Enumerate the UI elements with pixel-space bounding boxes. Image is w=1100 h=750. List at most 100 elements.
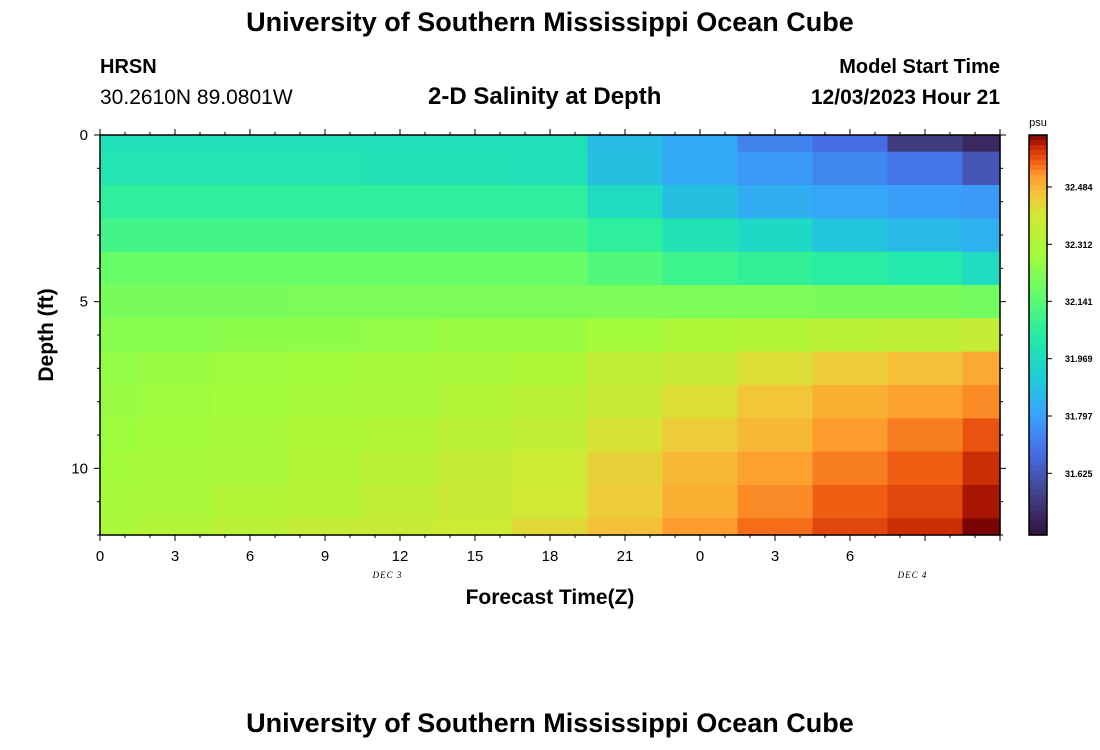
heatmap-cell-r8-c9 bbox=[737, 385, 814, 419]
colorbar-band bbox=[1029, 465, 1047, 471]
heatmap-cell-r10-c10 bbox=[812, 451, 889, 486]
heatmap-cell-r5-c8 bbox=[662, 285, 739, 319]
heatmap-cell-r12-c4 bbox=[362, 518, 439, 536]
colorbar-band bbox=[1029, 180, 1047, 186]
heatmap-cell-r4-c6 bbox=[512, 251, 589, 286]
heatmap-cell-r6-c9 bbox=[737, 318, 814, 353]
heatmap-cell-r9-c7 bbox=[587, 418, 664, 453]
heatmap-cell-r10-c2 bbox=[212, 451, 289, 486]
heatmap-cell-r7-c6 bbox=[512, 351, 589, 386]
heatmap-cell-r11-c1 bbox=[137, 485, 214, 519]
heatmap-cell-r12-c9 bbox=[737, 518, 814, 536]
heatmap-cell-r0-c6 bbox=[512, 135, 589, 153]
heatmap-cell-r1-c7 bbox=[587, 151, 664, 186]
heatmap-cell-r6-c12 bbox=[962, 318, 1001, 353]
heatmap-cell-r3-c8 bbox=[662, 218, 739, 253]
colorbar-band bbox=[1029, 330, 1047, 336]
x-tick-label: 3 bbox=[171, 548, 179, 565]
heatmap-cell-r8-c6 bbox=[512, 385, 589, 419]
heatmap-cell-r0-c3 bbox=[287, 135, 364, 153]
colorbar-band bbox=[1029, 525, 1047, 531]
heatmap-cell-r0-c7 bbox=[587, 135, 664, 153]
heatmap-cell-r5-c9 bbox=[737, 285, 814, 319]
heatmap-cell-r9-c9 bbox=[737, 418, 814, 453]
heatmap-cell-r7-c3 bbox=[287, 351, 364, 386]
heatmap-cell-r6-c0 bbox=[100, 318, 139, 353]
heatmap-cell-r0-c4 bbox=[362, 135, 439, 153]
heatmap-cell-r8-c0 bbox=[100, 385, 139, 419]
colorbar-band bbox=[1029, 285, 1047, 291]
heatmap-cell-r2-c12 bbox=[962, 185, 1001, 219]
heatmap-cell-r0-c11 bbox=[887, 135, 964, 153]
colorbar-band bbox=[1029, 430, 1047, 436]
x-tick-label: 18 bbox=[542, 548, 559, 565]
colorbar-band bbox=[1029, 470, 1047, 476]
colorbar-band bbox=[1029, 390, 1047, 396]
heatmap-cell-r1-c0 bbox=[100, 151, 139, 186]
colorbar-band bbox=[1029, 405, 1047, 411]
heatmap-cell-r7-c4 bbox=[362, 351, 439, 386]
colorbar-band bbox=[1029, 215, 1047, 221]
colorbar-band bbox=[1029, 195, 1047, 201]
heatmap-cell-r4-c2 bbox=[212, 251, 289, 286]
x-tick-label: 0 bbox=[696, 548, 704, 565]
colorbar-band bbox=[1029, 305, 1047, 311]
heatmap-cell-r3-c0 bbox=[100, 218, 139, 253]
heatmap-cell-r2-c8 bbox=[662, 185, 739, 219]
colorbar-band bbox=[1029, 415, 1047, 421]
colorbar-band bbox=[1029, 145, 1047, 151]
heatmap-cell-r12-c5 bbox=[437, 518, 514, 536]
colorbar-tick-label: 32.312 bbox=[1065, 240, 1093, 250]
heatmap-cell-r4-c12 bbox=[962, 251, 1001, 286]
colorbar-band bbox=[1029, 245, 1047, 251]
x-tick-label: 21 bbox=[617, 548, 634, 565]
heatmap-cell-r10-c11 bbox=[887, 451, 964, 486]
heatmap-cell-r5-c3 bbox=[287, 285, 364, 319]
heatmap-cell-r8-c5 bbox=[437, 385, 514, 419]
heatmap-cell-r7-c0 bbox=[100, 351, 139, 386]
heatmap-cell-r7-c11 bbox=[887, 351, 964, 386]
heatmap-cell-r0-c1 bbox=[137, 135, 214, 153]
colorbar-band bbox=[1029, 475, 1047, 481]
heatmap-cell-r4-c3 bbox=[287, 251, 364, 286]
colorbar-band bbox=[1029, 400, 1047, 406]
colorbar-tick-label: 32.484 bbox=[1065, 183, 1093, 193]
colorbar-band bbox=[1029, 370, 1047, 376]
heatmap-cell-r4-c1 bbox=[137, 251, 214, 286]
heatmap-cell-r8-c2 bbox=[212, 385, 289, 419]
heatmap-cell-r9-c10 bbox=[812, 418, 889, 453]
heatmap-cell-r3-c6 bbox=[512, 218, 589, 253]
heatmap-cell-r2-c5 bbox=[437, 185, 514, 219]
colorbar-band bbox=[1029, 160, 1047, 166]
heatmap-cell-r1-c12 bbox=[962, 151, 1001, 186]
heatmap-cell-r7-c8 bbox=[662, 351, 739, 386]
x-tick-label: 15 bbox=[467, 548, 484, 565]
x-tick-label: 12 bbox=[392, 548, 409, 565]
x-tick-label: 0 bbox=[96, 548, 104, 565]
colorbar-band bbox=[1029, 495, 1047, 501]
colorbar-band bbox=[1029, 450, 1047, 456]
heatmap-cell-r9-c3 bbox=[287, 418, 364, 453]
heatmap-cell-r9-c6 bbox=[512, 418, 589, 453]
heatmap-cell-r6-c4 bbox=[362, 318, 439, 353]
heatmap-cell-r9-c8 bbox=[662, 418, 739, 453]
heatmap-cell-r6-c6 bbox=[512, 318, 589, 353]
heatmap-cell-r2-c0 bbox=[100, 185, 139, 219]
heatmap-cell-r12-c10 bbox=[812, 518, 889, 536]
heatmap-cell-r1-c9 bbox=[737, 151, 814, 186]
colorbar-band bbox=[1029, 240, 1047, 246]
colorbar-band bbox=[1029, 380, 1047, 386]
heatmap-cell-r7-c5 bbox=[437, 351, 514, 386]
heatmap-cell-r11-c8 bbox=[662, 485, 739, 519]
heatmap-cell-r7-c9 bbox=[737, 351, 814, 386]
heatmap-cell-r8-c12 bbox=[962, 385, 1001, 419]
colorbar-frame bbox=[1028, 134, 1048, 536]
heatmap-cell-r8-c10 bbox=[812, 385, 889, 419]
heatmap-cell-r7-c1 bbox=[137, 351, 214, 386]
colorbar-band bbox=[1029, 375, 1047, 381]
colorbar-band bbox=[1029, 515, 1047, 521]
date-label: DEC 3 bbox=[372, 570, 403, 580]
heatmap-cell-r5-c10 bbox=[812, 285, 889, 319]
colorbar-band bbox=[1029, 425, 1047, 431]
heatmap-cell-r5-c11 bbox=[887, 285, 964, 319]
